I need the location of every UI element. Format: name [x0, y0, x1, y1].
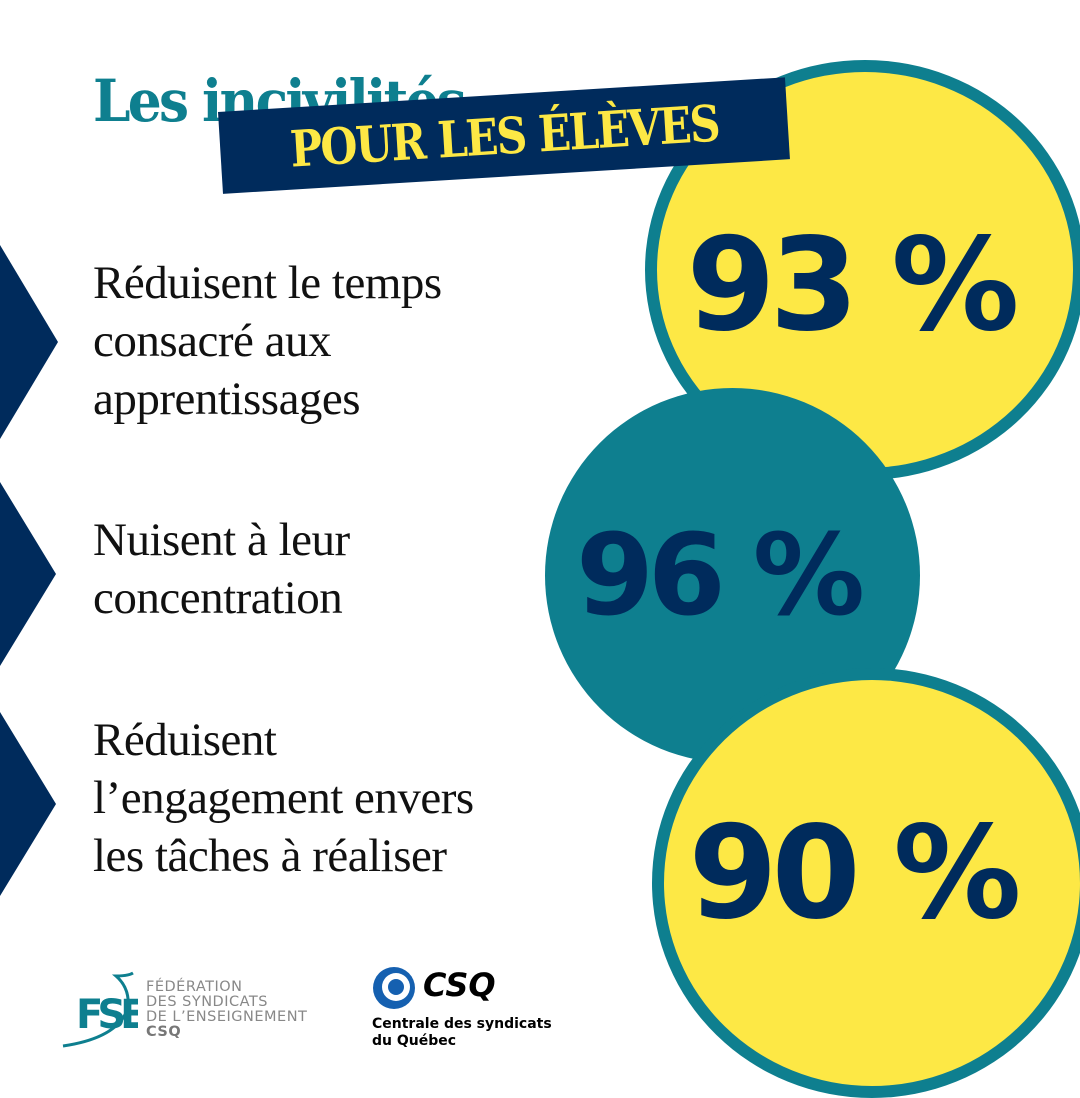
statement-1: Réduisent le temps consacré aux apprenti… — [93, 254, 442, 428]
subtitle: POUR LES ÉLÈVES — [287, 93, 720, 179]
statement-line: concentration — [93, 572, 343, 624]
csq-line: du Québec — [372, 1033, 457, 1049]
fse-line: FÉDÉRATION — [146, 979, 243, 995]
statement-line: les tâches à réaliser — [93, 830, 447, 882]
statement-line: Nuisent à leur — [93, 514, 350, 566]
stat-circle-96: 96 % — [545, 388, 920, 763]
csq-mark: CSQ — [423, 966, 496, 1004]
statement-line: consacré aux — [93, 315, 331, 367]
fse-text: FÉDÉRATION DES SYNDICATS DE L’ENSEIGNEME… — [146, 980, 307, 1040]
statement-2: Nuisent à leur concentration — [93, 511, 350, 627]
fse-logo: FSE — [58, 968, 151, 1050]
csq-swirl-icon — [372, 966, 416, 1010]
statement-line: l’engagement envers — [93, 772, 474, 824]
chevron-icon — [0, 712, 56, 896]
stat-circle-90: 90 % — [652, 668, 1080, 1098]
statement-line: Réduisent — [93, 714, 277, 766]
stat-percent: 96 % — [575, 510, 865, 641]
csq-text: Centrale des syndicats du Québec — [372, 1016, 552, 1050]
statement-3: Réduisent l’engagement envers les tâches… — [93, 711, 474, 885]
chevron-icon — [0, 482, 56, 666]
fse-line: DES SYNDICATS — [146, 994, 268, 1010]
stat-percent: 90 % — [688, 798, 1022, 948]
statement-line: apprentissages — [93, 373, 361, 425]
fse-sub: CSQ — [146, 1024, 182, 1040]
statement-line: Réduisent le temps — [93, 257, 442, 309]
csq-line: Centrale des syndicats — [372, 1016, 552, 1032]
fse-line: DE L’ENSEIGNEMENT — [146, 1009, 308, 1025]
stat-percent: 93 % — [686, 210, 1020, 360]
chevron-icon — [0, 245, 58, 439]
fse-mark: FSE — [76, 992, 138, 1038]
